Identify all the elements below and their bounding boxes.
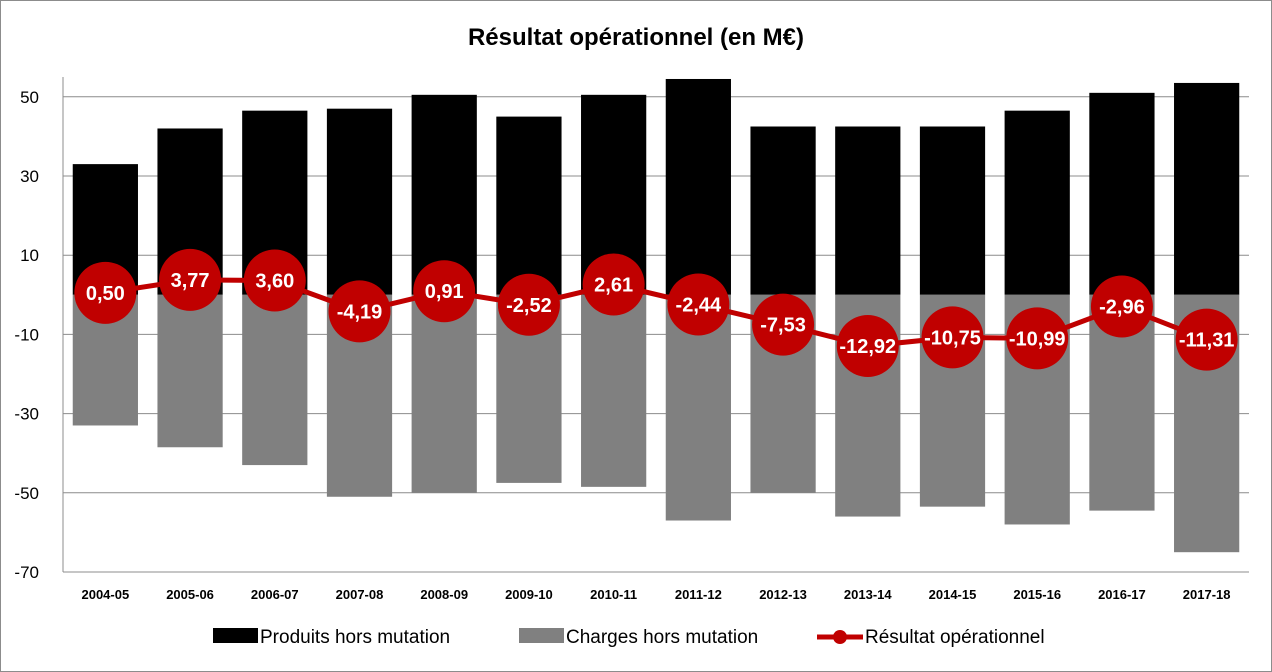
result-point <box>921 306 984 369</box>
result-data-label: -12,92 <box>839 336 896 358</box>
result-data-label: 3,60 <box>255 271 294 293</box>
y-tick-label: 10 <box>20 246 39 265</box>
x-tick-label: 2008-09 <box>420 587 468 602</box>
result-data-label: -7,53 <box>760 315 806 337</box>
x-axis-ticks: 2004-05 2005-06 2006-07 2007-08 2008-09 2009-… <box>81 587 1230 602</box>
bar-produits <box>1174 82 1240 295</box>
legend-label: Charges hors mutation <box>566 627 758 648</box>
result-data-label: 0,91 <box>425 281 464 303</box>
bar-charges <box>581 294 647 487</box>
y-tick-label: 30 <box>20 167 39 186</box>
result-point <box>1175 308 1238 371</box>
result-data-label: -2,52 <box>506 295 552 317</box>
result-data-label: 3,77 <box>171 270 210 292</box>
y-tick-label: -10 <box>14 325 39 344</box>
result-point <box>243 249 306 312</box>
bar-charges <box>157 294 223 448</box>
bar-produits <box>919 126 986 295</box>
y-tick-label: -30 <box>14 405 39 424</box>
bar-produits <box>496 116 562 295</box>
bar-charges <box>242 294 308 466</box>
x-tick-label: 2016-17 <box>1098 587 1146 602</box>
legend-label: Produits hors mutation <box>260 627 450 648</box>
legend-swatch <box>213 628 258 643</box>
bar-produits <box>1004 110 1070 295</box>
legend-line-marker <box>833 630 847 644</box>
bars <box>72 78 1240 553</box>
result-point <box>836 314 899 377</box>
result-data-label: -10,75 <box>924 327 981 349</box>
x-tick-label: 2012-13 <box>759 587 807 602</box>
x-tick-label: 2009-10 <box>505 587 553 602</box>
y-tick-label: -70 <box>14 563 39 582</box>
legend-label: Résultat opérationnel <box>865 627 1045 648</box>
result-line: 0,50 3,77 3,60 -4,19 0,91 -2,52 2,61 -2,44 -7,53… <box>74 248 1238 377</box>
bar-produits <box>326 108 393 295</box>
result-data-label: -11,31 <box>1179 330 1235 352</box>
y-axis-ticks: 50 30 10 -10 -30 -50 -70 <box>14 88 39 582</box>
result-data-label: -2,44 <box>676 294 722 316</box>
result-point <box>159 248 222 311</box>
legend: Produits hors mutation Charges hors mutat… <box>213 627 1045 648</box>
x-tick-label: 2006-07 <box>251 587 299 602</box>
result-data-label: -2,96 <box>1099 297 1145 319</box>
y-tick-label: 50 <box>20 88 39 107</box>
x-tick-label: 2005-06 <box>166 587 214 602</box>
x-tick-label: 2015-16 <box>1013 587 1061 602</box>
x-tick-label: 2013-14 <box>844 587 892 602</box>
result-point <box>582 253 645 316</box>
result-data-label: 0,50 <box>86 283 125 305</box>
y-tick-label: -50 <box>14 484 39 503</box>
x-tick-label: 2014-15 <box>929 587 977 602</box>
result-point <box>1090 275 1153 338</box>
result-data-label: -10,99 <box>1009 328 1066 350</box>
result-point <box>74 261 137 324</box>
bar-produits <box>1089 92 1155 295</box>
x-tick-label: 2017-18 <box>1183 587 1231 602</box>
bar-produits <box>665 78 731 295</box>
result-data-label: -4,19 <box>337 301 383 323</box>
x-tick-label: 2007-08 <box>336 587 384 602</box>
result-point <box>1006 307 1069 370</box>
result-data-label: 2,61 <box>594 274 633 296</box>
x-tick-label: 2011-12 <box>675 587 722 602</box>
bar-charges <box>411 294 477 493</box>
x-tick-label: 2010-11 <box>590 587 637 602</box>
chart-title: Résultat opérationnel (en M€) <box>468 24 804 51</box>
bar-produits <box>835 126 901 295</box>
bar-produits <box>750 126 816 295</box>
result-point <box>328 280 391 343</box>
result-point <box>667 273 730 336</box>
result-point <box>752 293 815 356</box>
result-point <box>413 260 476 323</box>
x-tick-label: 2004-05 <box>81 587 129 602</box>
legend-swatch <box>519 628 564 643</box>
result-point <box>497 273 560 336</box>
